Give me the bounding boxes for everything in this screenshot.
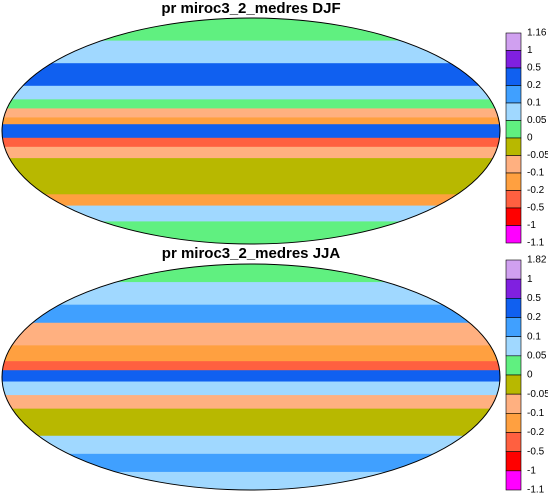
colorbar-box — [505, 85, 522, 104]
colorbar-box — [505, 317, 522, 337]
precip-band — [2, 435, 500, 455]
precip-band — [2, 408, 500, 437]
colorbar-box — [505, 259, 522, 280]
precip-band — [2, 158, 500, 195]
colorbar-label: -0.2 — [527, 427, 545, 438]
colorbar-label: -0.05 — [527, 150, 548, 161]
map-outline — [1, 263, 501, 491]
colorbar-box — [505, 102, 522, 121]
panel-title: pr miroc3_2_medres JJA — [162, 245, 341, 262]
colorbar-box — [505, 374, 522, 395]
colorbar-box — [505, 393, 522, 414]
colorbar-box — [505, 172, 522, 191]
precip-band — [2, 205, 500, 222]
colorbar-box — [505, 432, 522, 452]
precip-band — [2, 137, 500, 148]
colorbar-label: 0 — [527, 370, 533, 381]
precip-band — [2, 264, 500, 283]
precip-band — [2, 282, 500, 306]
precip-band — [2, 18, 500, 42]
precip-band — [2, 345, 500, 362]
panel-title: pr miroc3_2_medres DJF — [161, 0, 340, 17]
colorbar-label: -0.5 — [527, 203, 545, 214]
colorbar-label: 0.2 — [527, 312, 541, 323]
colorbar-label: 1 — [527, 45, 533, 56]
precip-band — [2, 395, 500, 410]
colorbar-label: 0 — [527, 133, 533, 144]
map — [2, 18, 500, 244]
colorbar-box — [505, 207, 522, 226]
precip-band — [2, 381, 500, 396]
colorbar-label: 0.1 — [527, 331, 541, 342]
colorbar-box — [505, 50, 522, 69]
map — [2, 264, 500, 490]
precip-band — [2, 370, 500, 383]
colorbar-box — [505, 298, 522, 318]
precip-band — [2, 117, 500, 125]
colorbar-box — [505, 278, 522, 299]
colorbar-label: -1.1 — [527, 238, 545, 249]
colorbar-box — [505, 336, 522, 357]
precip-band — [2, 124, 500, 139]
colorbar-label: 0.5 — [527, 63, 541, 74]
colorbar-label: -1 — [527, 220, 536, 231]
colorbar-label: 1.16 — [527, 28, 547, 39]
colorbar-box — [505, 137, 522, 156]
colorbar-label: 0.05 — [527, 115, 547, 126]
colorbar-label: -0.1 — [527, 168, 545, 179]
precip-band — [2, 361, 500, 371]
colorbar-label: 1 — [527, 274, 533, 285]
colorbar-box — [505, 155, 522, 174]
colorbar-box — [505, 190, 522, 209]
colorbar-label: 0.05 — [527, 350, 547, 361]
colorbar-label: -1.1 — [527, 485, 545, 493]
precip-band — [2, 146, 500, 159]
colorbar-box — [505, 225, 522, 244]
precip-band — [2, 108, 500, 118]
colorbar-box — [505, 32, 522, 51]
colorbar-label: 1.82 — [527, 255, 547, 266]
colorbar-label: -0.2 — [527, 185, 545, 196]
precip-band — [2, 304, 500, 324]
colorbar-label: -0.1 — [527, 408, 545, 419]
precip-band — [2, 40, 500, 64]
colorbar-box — [505, 67, 522, 86]
colorbar-label: -0.05 — [527, 389, 548, 400]
colorbar-box — [505, 355, 522, 376]
precip-band — [2, 63, 500, 87]
colorbar-label: 0.5 — [527, 293, 541, 304]
map-outline — [1, 17, 501, 245]
colorbar-box — [505, 470, 522, 491]
colorbar-box — [505, 120, 522, 139]
colorbar-box — [505, 451, 522, 472]
precip-band — [2, 85, 500, 100]
precip-band — [2, 221, 500, 244]
colorbar-label: 0.1 — [527, 98, 541, 109]
colorbar-label: -1 — [527, 465, 536, 476]
precip-band — [2, 471, 500, 490]
colorbar-label: -0.5 — [527, 446, 545, 457]
precip-band — [2, 194, 500, 207]
colorbar-label: 0.2 — [527, 80, 541, 91]
precip-band — [2, 99, 500, 109]
colorbar-box — [505, 413, 522, 433]
precip-band — [2, 453, 500, 473]
precip-band — [2, 322, 500, 346]
